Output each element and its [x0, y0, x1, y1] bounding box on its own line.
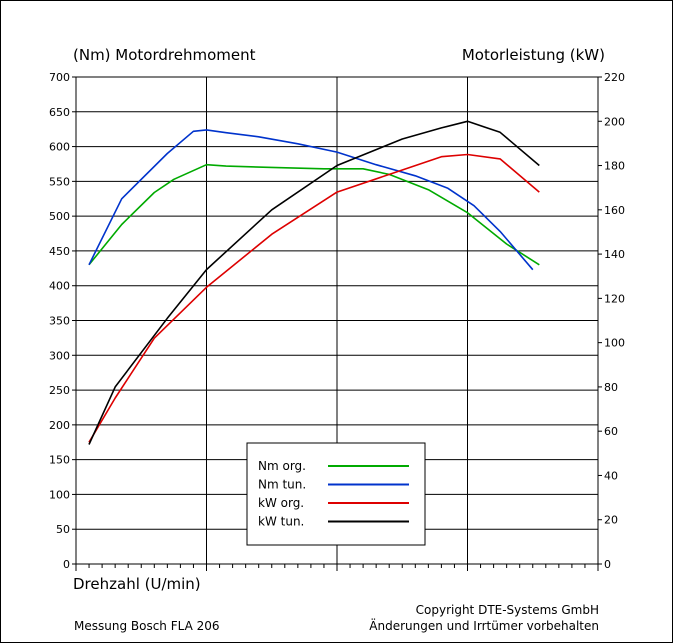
- y-right-tick-label: 180: [604, 160, 625, 173]
- legend-label-nm-org: Nm org.: [258, 459, 306, 473]
- series-line-kw-org: [88, 153, 540, 443]
- plot-area-border: [75, 76, 599, 565]
- legend-box: [246, 442, 426, 546]
- y-right-tick-label: 220: [604, 71, 625, 84]
- series-line-nm-org: [88, 163, 540, 266]
- series-lines: [88, 120, 540, 445]
- y-left-tick-label: 650: [49, 106, 70, 119]
- footer-right-copyright: Copyright DTE-Systems GmbH: [416, 603, 599, 617]
- legend: Nm org. Nm tun. kW org. kW tun.: [246, 442, 426, 546]
- legend-label-kw-org: kW org.: [258, 496, 304, 510]
- legend-label-kw-tun: kW tun.: [258, 515, 304, 529]
- y-right-tick-label: 160: [604, 204, 625, 217]
- y-right-tick-label: 0: [604, 558, 611, 571]
- y-left-tick-label: 300: [49, 349, 70, 362]
- y-right-tick-label: 140: [604, 248, 625, 261]
- legend-label-nm-tun: Nm tun.: [258, 478, 306, 492]
- y-left-tick-label: 500: [49, 210, 70, 223]
- y-left-tick-label: 350: [49, 315, 70, 328]
- y-right-tick-label: 60: [604, 425, 618, 438]
- y-right-tick-label: 200: [604, 115, 625, 128]
- y-left-tick-label: 550: [49, 175, 70, 188]
- title-right: Motorleistung (kW): [462, 46, 605, 64]
- y-right-tick-label: 80: [604, 381, 618, 394]
- y-left-tick-label: 250: [49, 384, 70, 397]
- x-axis-label: Drehzahl (U/min): [73, 575, 201, 593]
- footer-left: Messung Bosch FLA 206: [74, 619, 220, 633]
- title-left: (Nm) Motordrehmoment: [73, 46, 256, 64]
- y-left-tick-label: 450: [49, 245, 70, 258]
- y-right-tick-label: 20: [604, 514, 618, 527]
- series-line-nm-tun: [88, 129, 534, 271]
- y-left-tick-label: 600: [49, 141, 70, 154]
- y-left-tick-label: 150: [49, 454, 70, 467]
- y-left-tick-label: 50: [56, 523, 70, 536]
- y-left-tick-label: 0: [63, 558, 70, 571]
- grid: [76, 77, 598, 564]
- y-right-tick-label: 120: [604, 292, 625, 305]
- footer-right-disclaimer: Änderungen und Irrtümer vorbehalten: [369, 618, 599, 633]
- axis-ticks: 0501001502002503003504004505005506006507…: [49, 71, 625, 571]
- series-line-kw-tun: [88, 120, 540, 445]
- y-right-tick-label: 100: [604, 337, 625, 350]
- y-left-tick-label: 200: [49, 419, 70, 432]
- y-left-tick-label: 400: [49, 280, 70, 293]
- y-left-tick-label: 700: [49, 71, 70, 84]
- y-right-tick-label: 40: [604, 469, 618, 482]
- y-left-tick-label: 100: [49, 488, 70, 501]
